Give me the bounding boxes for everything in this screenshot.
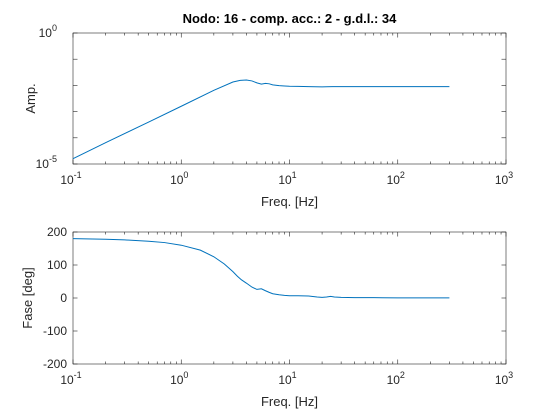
amplitude-x-tick-exponent: -1 [74, 170, 82, 180]
phase-y-tick-label: 100 [47, 258, 67, 272]
phase-y-tick-label: 0 [60, 291, 67, 305]
amplitude-series [72, 79, 450, 160]
phase-series-line [72, 238, 450, 299]
amplitude-y-tick-label: 100 [39, 23, 57, 40]
amplitude-x-tick-label: 10-1 [60, 170, 81, 187]
phase-y-axis-label: Fase [deg] [20, 267, 35, 328]
phase-x-tick-exponent: -1 [74, 370, 82, 380]
phase-y-tick-label: 200 [47, 225, 67, 239]
amplitude-x-tick-exponent: 0 [183, 170, 188, 180]
amplitude-x-tick-exponent: 3 [508, 170, 513, 180]
phase-x-tick-label: 102 [387, 370, 405, 387]
phase-x-tick-exponent: 3 [508, 370, 513, 380]
phase-x-tick-exponent: 1 [292, 370, 297, 380]
amplitude-y-tick-exponent: 0 [52, 23, 57, 33]
phase-x-tick-label: 103 [495, 370, 513, 387]
plot-title: Nodo: 16 - comp. acc.: 2 - g.d.l.: 34 [183, 11, 398, 26]
phase-x-tick-exponent: 0 [183, 370, 188, 380]
amplitude-y-tick-exponent: -5 [49, 154, 57, 164]
amplitude-x-tick-label: 102 [387, 170, 405, 187]
amplitude-y-axis-label: Amp. [23, 83, 38, 113]
phase-x-tick-exponent: 2 [400, 370, 405, 380]
amplitude-x-tick-exponent: 2 [400, 170, 405, 180]
amplitude-y-tick-label: 10-5 [36, 154, 57, 171]
amplitude-series-line [72, 79, 450, 160]
phase-y-tick-label: -200 [43, 357, 67, 371]
phase-x-tick-label: 101 [278, 370, 296, 387]
phase-x-tick-label: 100 [170, 370, 188, 387]
amplitude-plot-area [72, 32, 507, 165]
amplitude-axes: Nodo: 16 - comp. acc.: 2 - g.d.l.: 34 10… [23, 11, 513, 209]
amplitude-x-tick-label: 101 [278, 170, 296, 187]
amplitude-x-axis-label: Freq. [Hz] [261, 194, 318, 209]
phase-x-tick-label: 10-1 [60, 370, 81, 387]
phase-series [72, 238, 450, 299]
phase-x-axis-label: Freq. [Hz] [261, 394, 318, 409]
amplitude-x-tick-label: 100 [170, 170, 188, 187]
phase-y-tick-label: -100 [43, 324, 67, 338]
amplitude-x-tick-exponent: 1 [292, 170, 297, 180]
amplitude-x-tick-label: 103 [495, 170, 513, 187]
